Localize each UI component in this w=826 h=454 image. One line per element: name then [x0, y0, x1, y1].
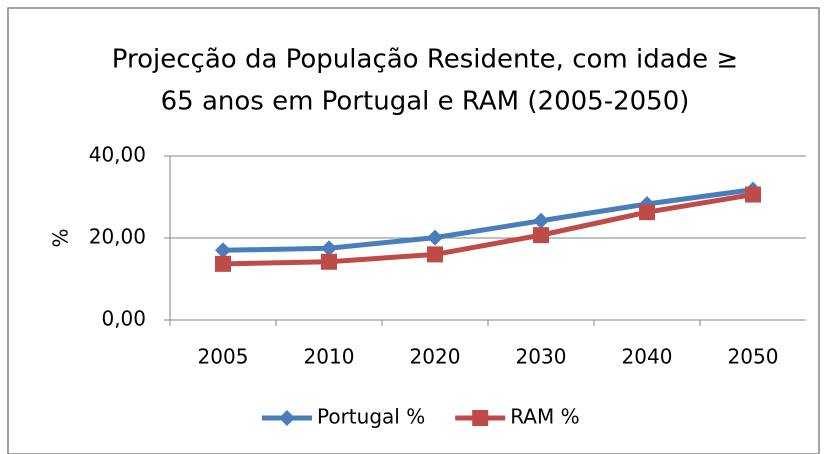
x-tick-label: 2020	[410, 345, 461, 369]
point	[321, 253, 337, 270]
x-tick-label: 2040	[622, 345, 673, 369]
series-line	[222, 187, 754, 253]
point	[745, 186, 761, 203]
chart-title: 65 anos em Portugal e RAM (2005-2050)	[161, 87, 690, 117]
y-tick-label: 20,00	[89, 225, 146, 249]
point	[472, 410, 489, 426]
series-line	[222, 192, 754, 267]
legend-label: Portugal %	[317, 405, 425, 429]
point	[533, 227, 549, 244]
x-tick-label: 2030	[516, 345, 567, 369]
x-tick-label: 2010	[304, 345, 355, 369]
point	[279, 410, 295, 426]
y-axis-label: %	[49, 228, 73, 247]
y-tick-label: 40,00	[89, 143, 146, 167]
point	[427, 229, 443, 246]
x-tick-label: 2050	[728, 345, 779, 369]
y-tick-label: 0,00	[101, 307, 146, 331]
chart-title: Projecção da População Residente, com id…	[112, 45, 738, 75]
point	[533, 212, 549, 229]
chart-border	[7, 7, 820, 454]
legend-label: RAM %	[510, 405, 579, 429]
point	[215, 255, 231, 272]
point	[427, 246, 443, 263]
x-tick-label: 2005	[198, 345, 249, 369]
point	[215, 242, 231, 259]
point	[321, 240, 337, 257]
point	[639, 204, 655, 221]
